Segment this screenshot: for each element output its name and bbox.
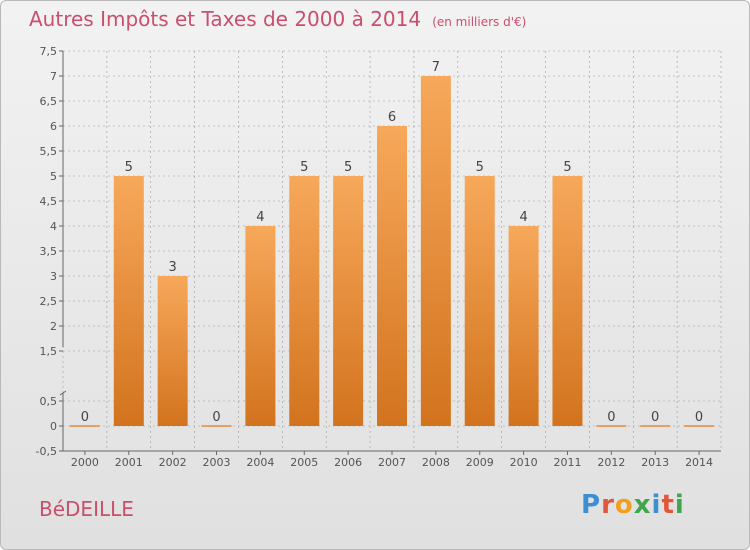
- x-tick-label: 2002: [159, 456, 187, 469]
- data-label-2001: 5: [125, 160, 133, 175]
- data-label-2006: 5: [344, 160, 352, 175]
- bar-2007: [377, 126, 407, 426]
- y-axis-break-mark: [59, 390, 67, 396]
- logo-letter: P: [581, 490, 602, 520]
- data-label-2012: 0: [607, 410, 615, 425]
- x-tick-label: 2006: [334, 456, 362, 469]
- data-label-2008: 7: [432, 60, 440, 75]
- y-tick-label: 3,5: [40, 245, 58, 258]
- data-label-2004: 4: [256, 210, 264, 225]
- x-tick-label: 2011: [553, 456, 581, 469]
- y-tick-label: 2,5: [40, 295, 58, 308]
- proxiti-logo[interactable]: Proxiti: [581, 490, 685, 520]
- y-tick-label: 7,5: [40, 45, 58, 58]
- data-label-2000: 0: [81, 410, 89, 425]
- y-tick-label: 4: [50, 220, 57, 233]
- bar-2001: [113, 176, 144, 426]
- x-tick-label: 2008: [422, 456, 450, 469]
- logo-letter: o: [614, 490, 634, 520]
- y-tick-label: 2: [50, 320, 57, 333]
- bar-2006: [333, 176, 364, 426]
- x-tick-label: 2001: [115, 456, 143, 469]
- x-tick-label: 2012: [597, 456, 625, 469]
- data-label-2014: 0: [695, 410, 703, 425]
- bar-2004: [245, 226, 276, 426]
- logo-letter: r: [601, 490, 615, 520]
- y-tick-label: 4,5: [40, 195, 58, 208]
- bar-2008: [420, 76, 451, 426]
- y-tick-label: 1,5: [40, 345, 58, 358]
- data-label-2005: 5: [300, 160, 308, 175]
- bar-2002: [157, 276, 188, 426]
- data-label-2011: 5: [563, 160, 571, 175]
- axes: -0,5 0 0,5 1,5 2 2,5 3 3,5 4 4,5 5 5,5 6 6,5 7 7,5 2000 2…: [36, 45, 721, 469]
- bars: [69, 76, 715, 427]
- chart-subtitle: (en milliers d'€): [432, 15, 527, 29]
- x-tick-label: 2005: [290, 456, 318, 469]
- y-tick-label: 3: [50, 270, 57, 283]
- data-labels: 0 5 3 0 4 5 5 6 7 5 4 5 0 0 0: [81, 60, 703, 425]
- x-tick-label: 2010: [510, 456, 538, 469]
- gridlines: [62, 50, 722, 452]
- logo-letter: i: [651, 490, 662, 520]
- y-tick-label: -0,5: [36, 445, 57, 458]
- y-tick-label: 6: [50, 120, 57, 133]
- y-tick-label: 5: [50, 170, 57, 183]
- x-tick-label: 2004: [246, 456, 274, 469]
- y-tick-label: 0: [50, 420, 57, 433]
- bar-2005: [289, 176, 320, 426]
- chart-title: Autres Impôts et Taxes de 2000 à 2014: [29, 7, 422, 31]
- x-tick-label: 2003: [203, 456, 231, 469]
- place-name: BéDEILLE: [39, 497, 134, 521]
- data-label-2002: 3: [169, 260, 177, 275]
- x-tick-label: 2013: [641, 456, 669, 469]
- data-label-2010: 4: [519, 210, 527, 225]
- logo-letter: t: [661, 490, 675, 520]
- y-tick-label: 5,5: [40, 145, 58, 158]
- y-tick-label: 6,5: [40, 95, 58, 108]
- data-label-2003: 0: [212, 410, 220, 425]
- data-label-2009: 5: [476, 160, 484, 175]
- y-tick-label: 7: [50, 70, 57, 83]
- x-tick-label: 2000: [71, 456, 99, 469]
- bar-2011: [552, 176, 583, 426]
- x-tick-label: 2014: [685, 456, 713, 469]
- x-tick-label: 2009: [466, 456, 494, 469]
- y-tick-label: 0,5: [40, 395, 58, 408]
- data-label-2007: 6: [388, 110, 396, 125]
- title-row: Autres Impôts et Taxes de 2000 à 2014 (e…: [29, 7, 526, 31]
- bar-2010: [508, 226, 539, 426]
- logo-letter: x: [633, 490, 652, 520]
- logo-letter: i: [674, 490, 685, 520]
- bar-2009: [464, 176, 495, 426]
- x-tick-label: 2007: [378, 456, 406, 469]
- data-label-2013: 0: [651, 410, 659, 425]
